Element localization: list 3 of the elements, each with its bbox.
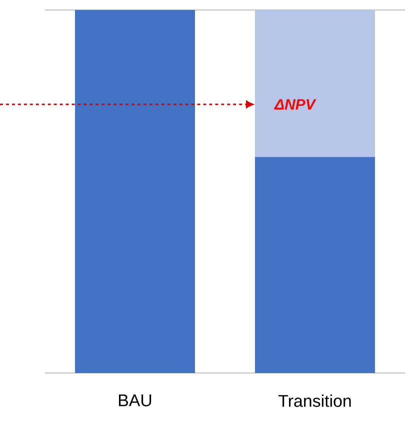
x-tick-label: BAU	[118, 394, 152, 406]
annotation: ΔNPV	[274, 99, 316, 110]
x-tick-label: Transition	[278, 394, 351, 407]
